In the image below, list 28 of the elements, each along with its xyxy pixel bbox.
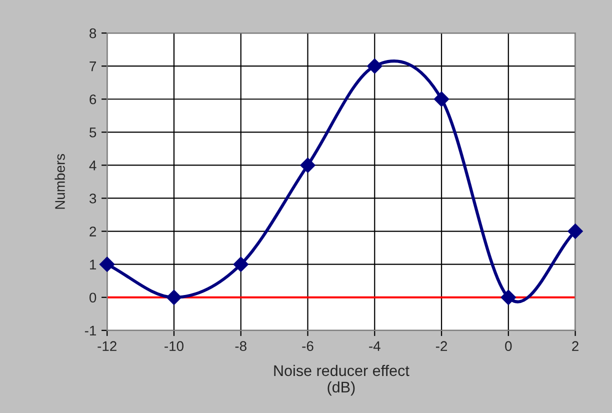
point bbox=[367, 58, 382, 74]
y-tick-label: 8 bbox=[90, 28, 96, 38]
y-tick-label: -1 bbox=[84, 326, 96, 336]
y-tick-label: 5 bbox=[90, 128, 96, 138]
x-tick-label: -12 bbox=[98, 341, 116, 351]
y-tick-label: 6 bbox=[90, 94, 96, 104]
point bbox=[434, 92, 450, 107]
point bbox=[500, 290, 516, 305]
point bbox=[166, 290, 182, 305]
x-tick-label: -2 bbox=[436, 341, 447, 351]
x-tick-label: -8 bbox=[235, 341, 246, 352]
point bbox=[233, 256, 248, 272]
x-tick-label: -10 bbox=[164, 341, 184, 352]
point bbox=[568, 224, 583, 239]
x-tick-label: -6 bbox=[302, 341, 314, 352]
point bbox=[100, 256, 115, 272]
y-tick-label: 7 bbox=[90, 62, 96, 72]
x-tick-label: 0 bbox=[505, 341, 512, 352]
y-tick-label: 1 bbox=[90, 260, 96, 270]
x-axis-title: Noise reducer effect (dB) bbox=[274, 364, 410, 396]
y-tick-label: 4 bbox=[89, 160, 96, 170]
y-tick-label: 0 bbox=[90, 292, 96, 303]
y-tick-label: 3 bbox=[89, 194, 96, 204]
x-tick-label: 2 bbox=[572, 341, 578, 351]
x-tick-label: -4 bbox=[369, 341, 380, 351]
point bbox=[300, 158, 316, 173]
y-axis-title: Numbers bbox=[54, 154, 65, 209]
y-tick-label: 2 bbox=[90, 226, 96, 236]
